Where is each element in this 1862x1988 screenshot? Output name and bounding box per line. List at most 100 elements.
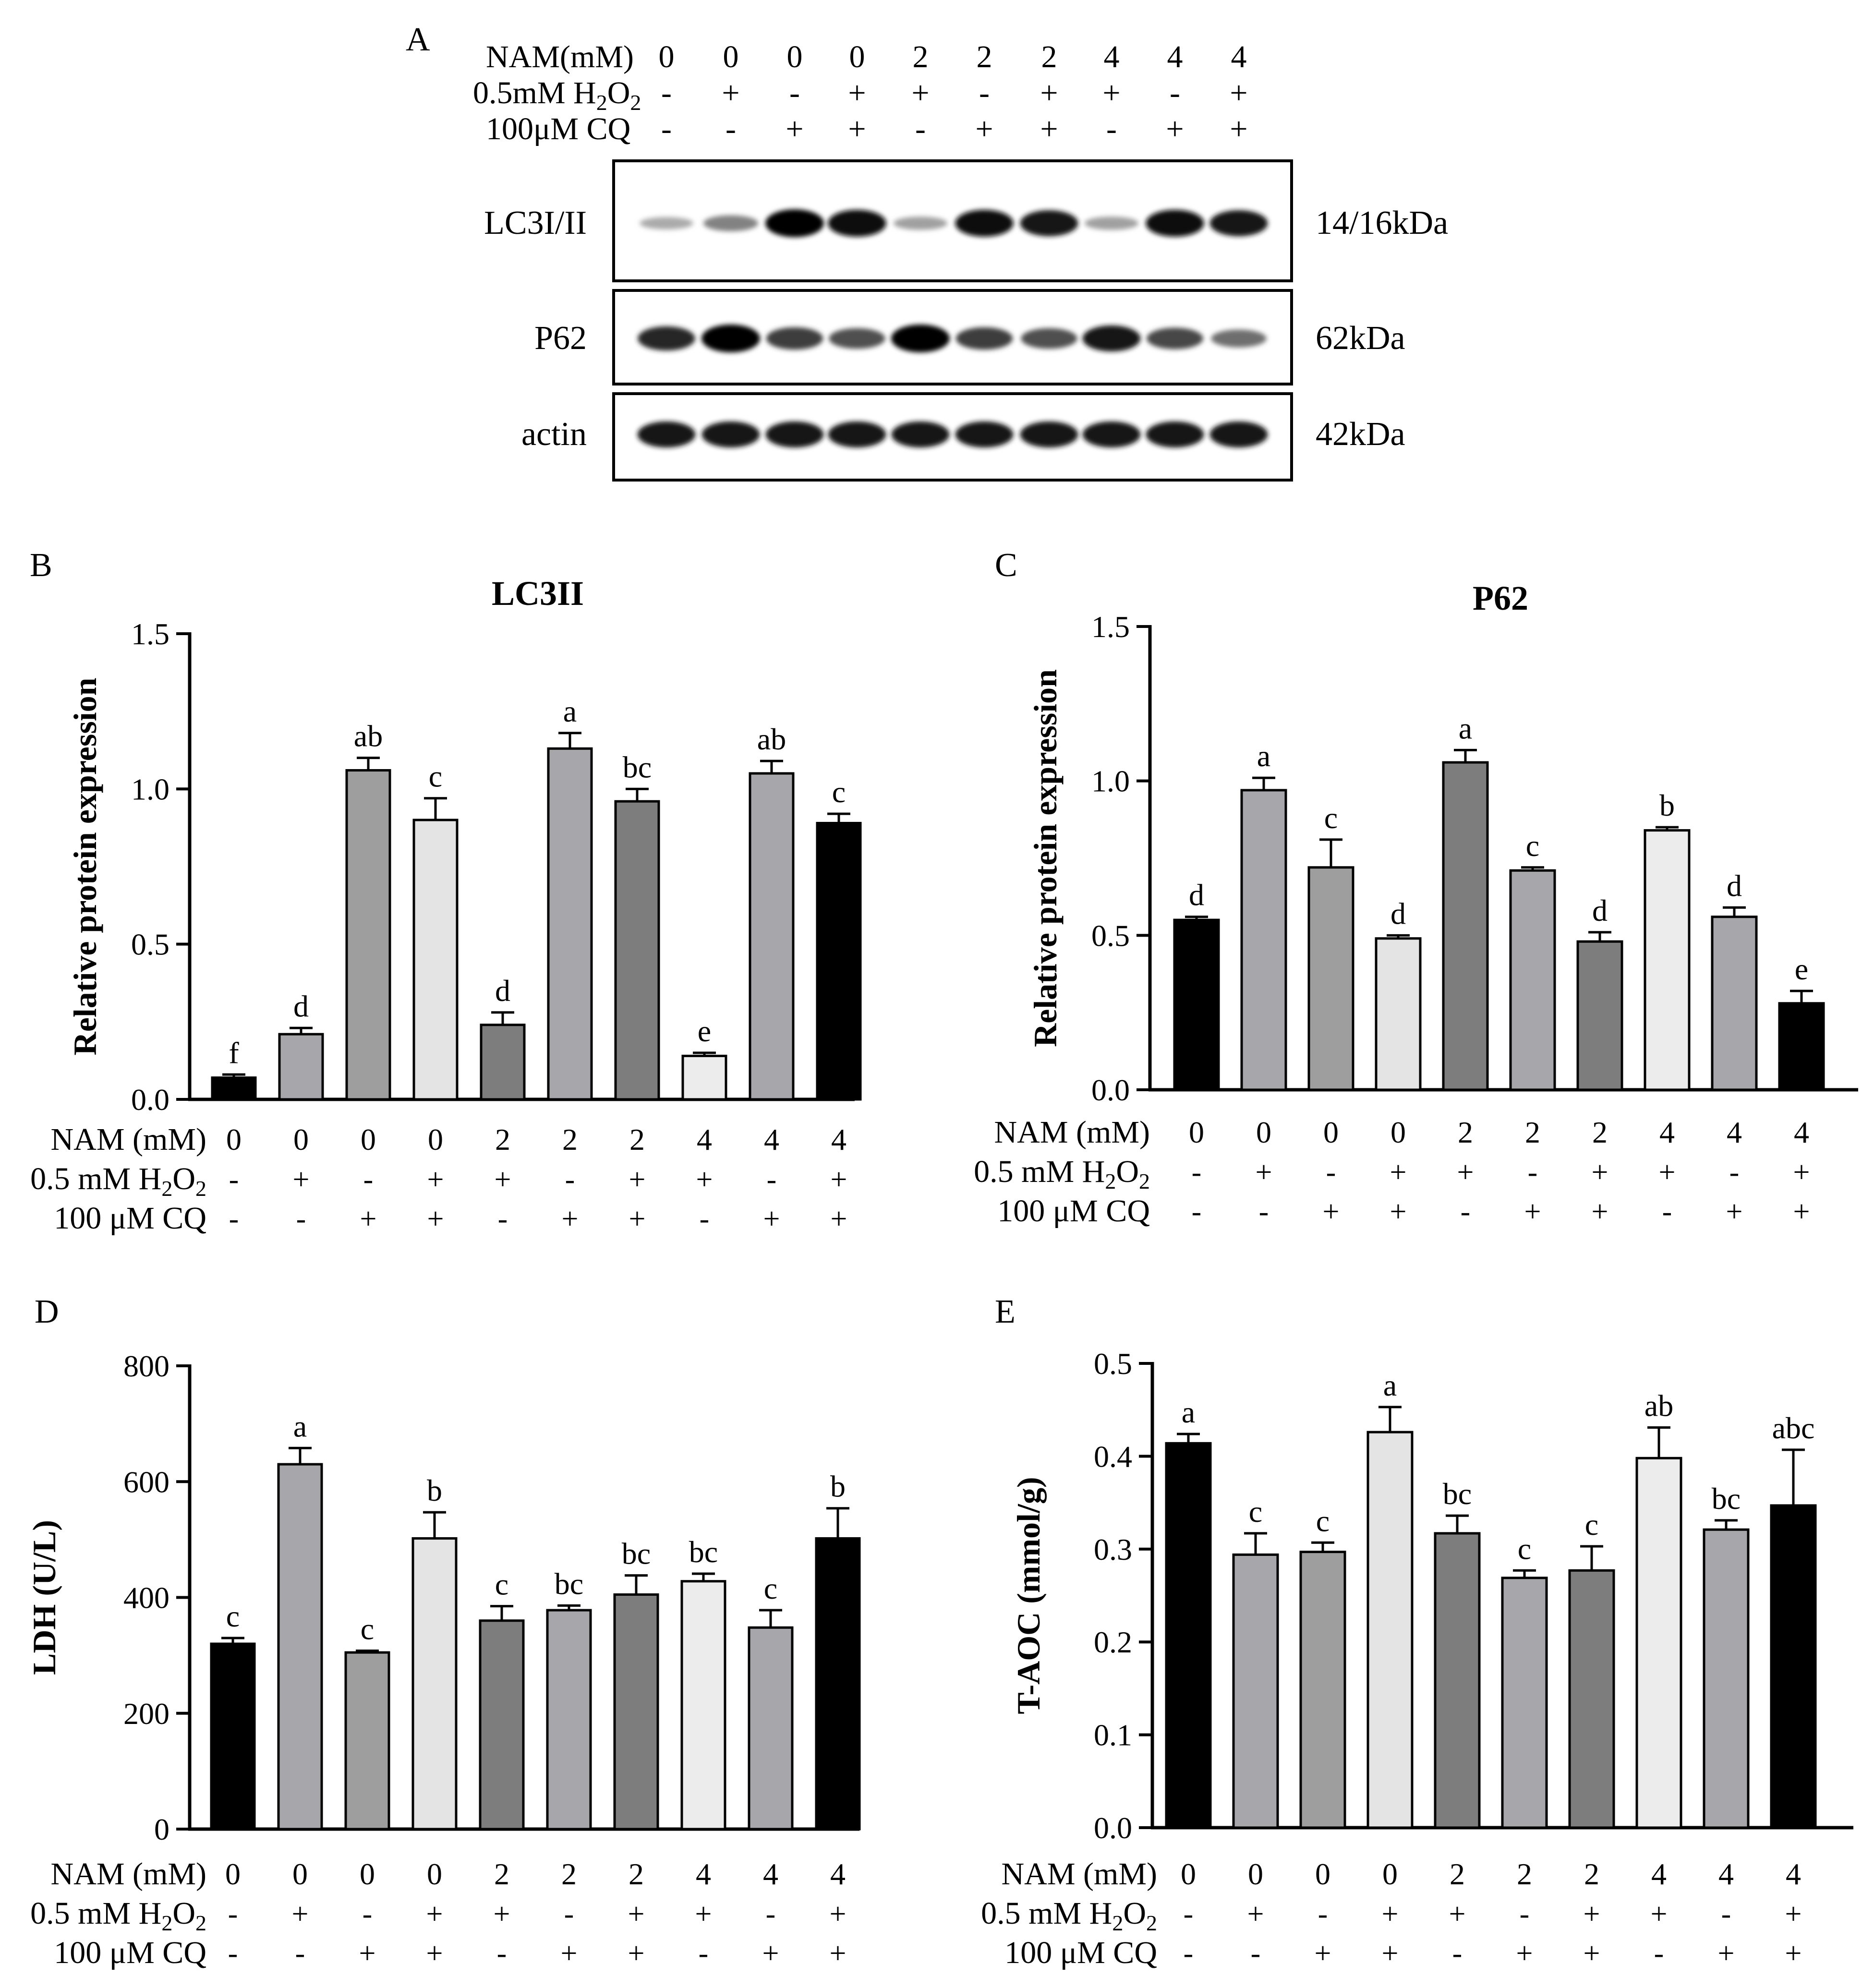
blot-protein-label: LC3I/II (484, 205, 587, 241)
panel-letter-a: A (406, 21, 430, 58)
significance-letter: d (1592, 893, 1608, 928)
bar-charts: B LC3II Relative protein expression 0.0 0.5 1… (26, 547, 1858, 1970)
blot-h2o2-value: + (1230, 75, 1247, 110)
significance-letter: c (1526, 829, 1539, 863)
cond-nam-value: 0 (226, 1122, 242, 1157)
bar (1165, 1442, 1212, 1829)
blot-band (1211, 329, 1267, 348)
bar (1366, 1431, 1414, 1829)
cond-h2o2-label-part: 0.5 mM H (981, 1896, 1112, 1931)
y-tick-label: 0 (154, 1812, 169, 1846)
y-axis-title: T-AOC (mmol/g) (1010, 1477, 1047, 1714)
bar (411, 1537, 458, 1831)
cond-cq-value: + (1524, 1195, 1541, 1228)
cond-nam-value: 0 (1248, 1857, 1263, 1891)
chart-title: P62 (1473, 579, 1528, 617)
blot-band (1209, 421, 1268, 448)
cond-cq-value: + (1592, 1195, 1608, 1228)
chart-title: LC3II (492, 574, 584, 613)
blot-nam-value: 2 (913, 39, 929, 74)
y-tick-label: 0.5 (131, 928, 169, 962)
cond-h2o2-value: - (229, 1163, 239, 1196)
significance-letter: c (1324, 801, 1338, 835)
blot-band (893, 217, 948, 230)
bar (1240, 789, 1287, 1091)
significance-letter: ab (757, 722, 786, 756)
cond-h2o2-value: - (1520, 1898, 1530, 1930)
cond-nam-value: 4 (697, 1122, 712, 1157)
panel-letter-c: C (995, 547, 1017, 584)
cond-cq-value: - (1662, 1195, 1672, 1228)
significance-letter: b (830, 1470, 846, 1504)
cond-nam-value: 4 (830, 1857, 846, 1891)
cond-cq-value: - (497, 1937, 507, 1970)
cond-cq-label: 100 μM CQ (54, 1201, 206, 1236)
cond-nam-value: 0 (1189, 1115, 1204, 1149)
significance-letter: ab (354, 719, 383, 753)
cond-cq-value: - (498, 1203, 508, 1235)
bar (1173, 918, 1220, 1091)
y-tick-label: 600 (123, 1465, 169, 1499)
panel-letter-e: E (995, 1293, 1016, 1330)
chart-panel-b: B LC3II Relative protein expression 0.0 0.5 1… (30, 547, 862, 1236)
blot-cq-value: - (1106, 111, 1117, 146)
cond-h2o2-value: + (293, 1163, 310, 1196)
cond-h2o2-value: + (495, 1163, 511, 1196)
blot-band (829, 328, 885, 349)
blot-size-label: 14/16kDa (1316, 205, 1448, 241)
bar (480, 1024, 526, 1101)
cond-h2o2-label-part: 2 (161, 1911, 172, 1935)
blot-cq-label: 100μM CQ (486, 111, 630, 146)
bar (1442, 761, 1489, 1091)
bar (211, 1076, 257, 1101)
cond-h2o2-label-part: 0.5 mM H (30, 1161, 161, 1196)
bar (412, 819, 459, 1101)
y-tick-label: 1.5 (1091, 610, 1130, 644)
bar (1501, 1577, 1548, 1829)
blot-nam-value: 0 (849, 39, 865, 74)
panel-letter-b: B (30, 547, 52, 584)
significance-letter: bc (1712, 1482, 1741, 1516)
significance-letter: bc (1443, 1477, 1472, 1511)
cond-h2o2-label-part: 2 (195, 1911, 206, 1935)
y-tick-label: 1.0 (131, 772, 169, 806)
cond-h2o2-value: + (1659, 1156, 1676, 1189)
cond-h2o2-value: - (1729, 1156, 1740, 1189)
blot-band (640, 217, 693, 229)
cond-h2o2-value: + (695, 1898, 712, 1930)
cond-nam-value: 4 (764, 1122, 779, 1157)
cond-nam-value: 4 (1727, 1115, 1742, 1149)
blot-band (955, 421, 1014, 448)
cond-h2o2-value: - (228, 1898, 238, 1930)
significance-letter: c (495, 1567, 508, 1602)
cond-nam-value: 0 (427, 1857, 442, 1891)
cond-nam-value: 2 (1450, 1857, 1465, 1891)
blot-nam-value: 2 (977, 39, 992, 74)
bar (1711, 916, 1758, 1091)
cond-cq-value: - (700, 1203, 710, 1235)
cond-cq-value: - (229, 1203, 239, 1235)
cond-cq-value: - (1184, 1937, 1194, 1970)
blot-size-label: 62kDa (1316, 320, 1405, 357)
significance-letter: c (764, 1571, 777, 1605)
significance-letter: a (1383, 1368, 1397, 1402)
bar (749, 772, 795, 1101)
cond-h2o2-value: + (427, 1163, 444, 1196)
y-tick-label: 0.0 (131, 1083, 169, 1117)
cond-h2o2-label-part: 2 (195, 1176, 206, 1201)
bar (815, 1537, 861, 1831)
cond-nam-value: 0 (1390, 1115, 1406, 1149)
cond-h2o2-value: - (1326, 1156, 1336, 1189)
cond-h2o2-value: + (1584, 1898, 1600, 1930)
blot-h2o2-value: - (979, 75, 990, 110)
cond-nam-value: 0 (1181, 1857, 1196, 1891)
y-tick-label: 400 (123, 1581, 169, 1615)
cond-cq-value: + (1785, 1937, 1802, 1970)
blot-h2o2-value: + (722, 75, 739, 110)
cond-nam-value: 4 (1659, 1115, 1675, 1149)
cond-h2o2-label-part: 2 (1139, 1169, 1150, 1193)
cond-nam-value: 0 (1315, 1857, 1330, 1891)
blot-protein-label: P62 (534, 320, 587, 357)
cond-h2o2-label-part: O (172, 1896, 195, 1931)
